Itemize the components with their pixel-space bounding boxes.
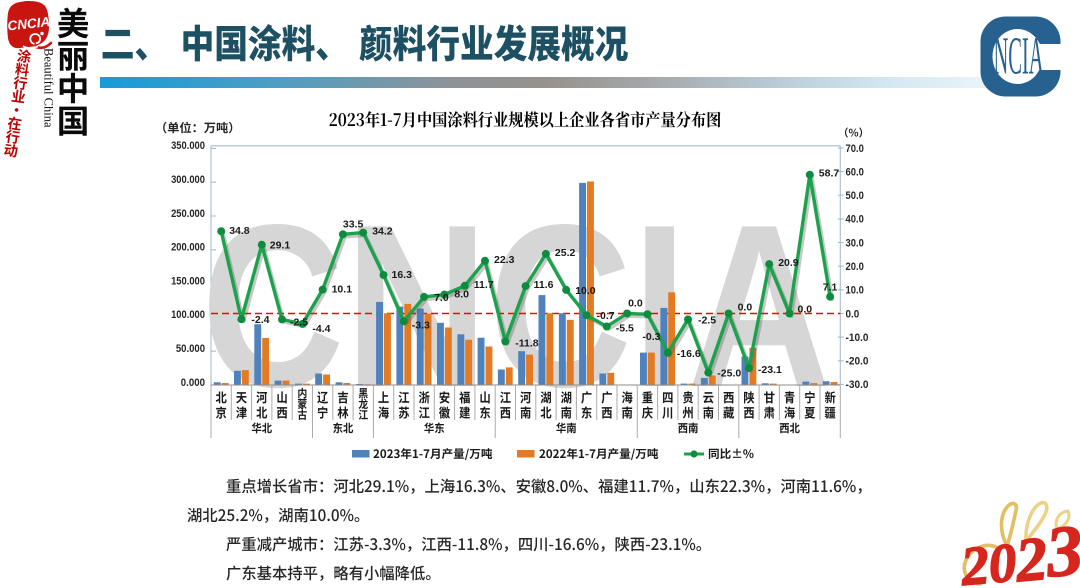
svg-text:30.0: 30.0 bbox=[846, 237, 864, 249]
svg-text:33.5: 33.5 bbox=[343, 218, 364, 230]
svg-text:7.1: 7.1 bbox=[823, 282, 838, 294]
svg-text:29.1: 29.1 bbox=[270, 240, 291, 252]
svg-text:10.0: 10.0 bbox=[575, 285, 596, 297]
svg-text:150.000: 150.000 bbox=[171, 275, 205, 287]
svg-text:0.0: 0.0 bbox=[628, 298, 643, 310]
svg-text:0.0: 0.0 bbox=[798, 304, 813, 316]
svg-text:250.000: 250.000 bbox=[171, 208, 205, 220]
svg-text:50.0: 50.0 bbox=[846, 190, 864, 202]
svg-text:Beautiful China: Beautiful China bbox=[42, 48, 56, 128]
svg-text:-5.5: -5.5 bbox=[616, 323, 634, 335]
svg-text:10.0: 10.0 bbox=[846, 285, 864, 297]
svg-text:-2.5: -2.5 bbox=[698, 314, 716, 326]
svg-text:-4.4: -4.4 bbox=[312, 323, 330, 335]
svg-text:34.8: 34.8 bbox=[229, 225, 250, 237]
svg-text:0.0: 0.0 bbox=[738, 302, 753, 314]
svg-text:-3.3: -3.3 bbox=[412, 319, 430, 331]
svg-text:-10.0: -10.0 bbox=[846, 332, 869, 344]
svg-text:-11.8: -11.8 bbox=[515, 337, 539, 349]
svg-text:58.7: 58.7 bbox=[819, 168, 840, 180]
svg-text:-30.0: -30.0 bbox=[846, 379, 869, 391]
svg-text:-2.5: -2.5 bbox=[290, 316, 308, 328]
svg-text:25.2: 25.2 bbox=[555, 247, 576, 259]
svg-text:11.6: 11.6 bbox=[534, 279, 554, 291]
svg-text:20.9: 20.9 bbox=[778, 257, 799, 269]
svg-text:300.000: 300.000 bbox=[171, 174, 205, 186]
svg-text:0.000: 0.000 bbox=[181, 377, 205, 389]
svg-text:70.0: 70.0 bbox=[846, 143, 864, 155]
svg-text:-16.6: -16.6 bbox=[677, 348, 701, 360]
svg-text:200.000: 200.000 bbox=[171, 242, 205, 254]
svg-text:-2.4: -2.4 bbox=[251, 314, 269, 326]
svg-text:-25.0: -25.0 bbox=[717, 368, 741, 380]
svg-text:34.2: 34.2 bbox=[372, 226, 393, 238]
svg-text:-23.1: -23.1 bbox=[758, 364, 782, 376]
svg-text:40.0: 40.0 bbox=[846, 214, 864, 226]
svg-text:22.3: 22.3 bbox=[494, 254, 515, 266]
svg-text:8.0: 8.0 bbox=[454, 289, 469, 301]
svg-text:-20.0: -20.0 bbox=[846, 356, 869, 368]
svg-text:100.000: 100.000 bbox=[171, 309, 205, 321]
svg-text:50.000: 50.000 bbox=[176, 343, 205, 355]
svg-text:11.7: 11.7 bbox=[474, 279, 494, 291]
svg-text:-0.3: -0.3 bbox=[642, 331, 660, 343]
svg-text:10.1: 10.1 bbox=[332, 284, 353, 296]
svg-text:-0.7: -0.7 bbox=[597, 310, 615, 322]
svg-text:350.000: 350.000 bbox=[171, 140, 205, 152]
svg-text:60.0: 60.0 bbox=[846, 166, 864, 178]
svg-text:0.0: 0.0 bbox=[846, 308, 860, 320]
svg-text:20.0: 20.0 bbox=[846, 261, 864, 273]
svg-text:CNCIA: CNCIA bbox=[7, 14, 51, 33]
svg-text:16.3: 16.3 bbox=[392, 269, 413, 281]
svg-text:7.0: 7.0 bbox=[434, 292, 449, 304]
